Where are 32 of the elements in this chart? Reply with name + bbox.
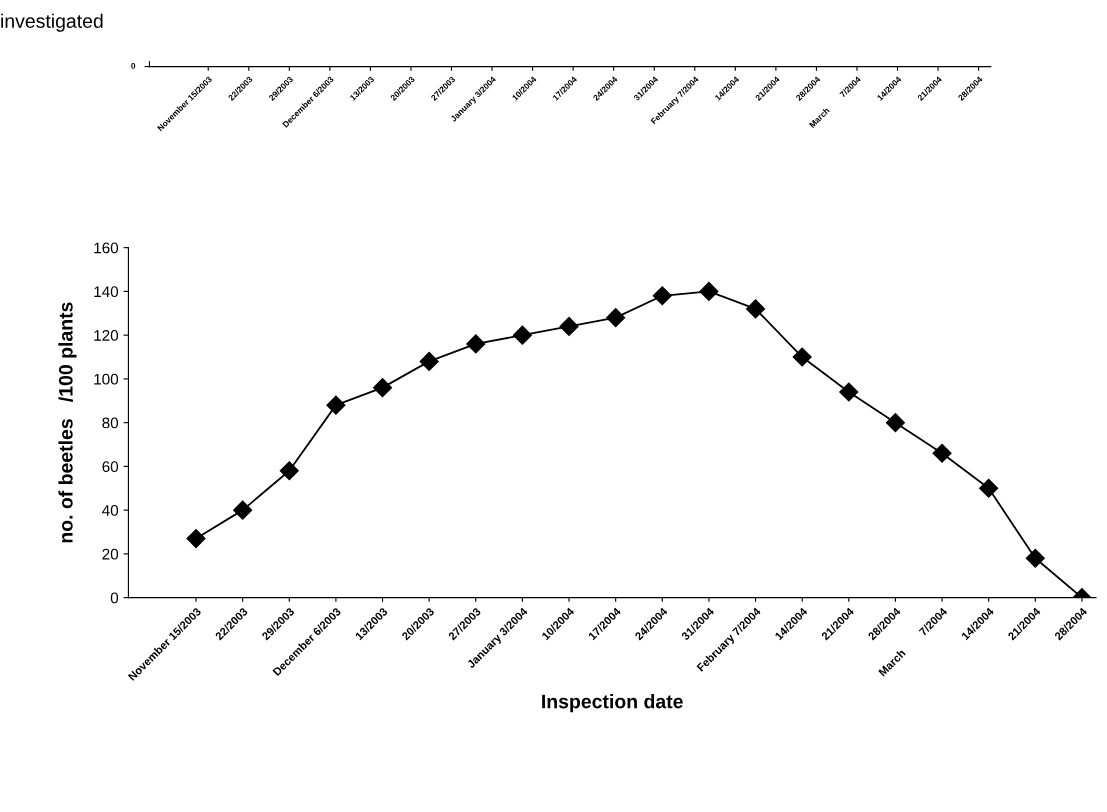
y-tick-label: 40 — [102, 505, 119, 516]
point — [746, 299, 766, 319]
y-tick-label: 0 — [110, 592, 119, 604]
point — [979, 478, 999, 498]
y-tick-label: 120 — [94, 330, 119, 341]
text: 0 — [131, 62, 136, 69]
point — [699, 281, 719, 301]
x-axis-title: Inspection date — [542, 694, 683, 713]
y-tick-label: 160 — [94, 242, 119, 254]
point — [932, 443, 952, 463]
point — [885, 413, 905, 433]
point — [652, 286, 672, 306]
point — [1025, 548, 1045, 568]
y-tick-label: 60 — [102, 461, 119, 473]
y-tick-label: 20 — [102, 548, 119, 560]
point — [839, 382, 859, 402]
point — [559, 316, 579, 336]
point — [233, 500, 253, 520]
point — [279, 461, 299, 481]
text: investigated — [1, 13, 103, 32]
point — [372, 378, 393, 398]
y-tick-label: 80 — [102, 417, 119, 429]
point — [419, 351, 439, 371]
point — [326, 395, 346, 415]
y-axis-title: no. of beetles /100 plants — [58, 302, 77, 543]
point — [512, 325, 532, 345]
point — [606, 308, 626, 328]
point — [466, 334, 486, 354]
point — [792, 347, 812, 367]
point — [186, 529, 206, 549]
y-tick-label: 140 — [94, 286, 119, 298]
y-tick-label: 100 — [94, 373, 119, 385]
